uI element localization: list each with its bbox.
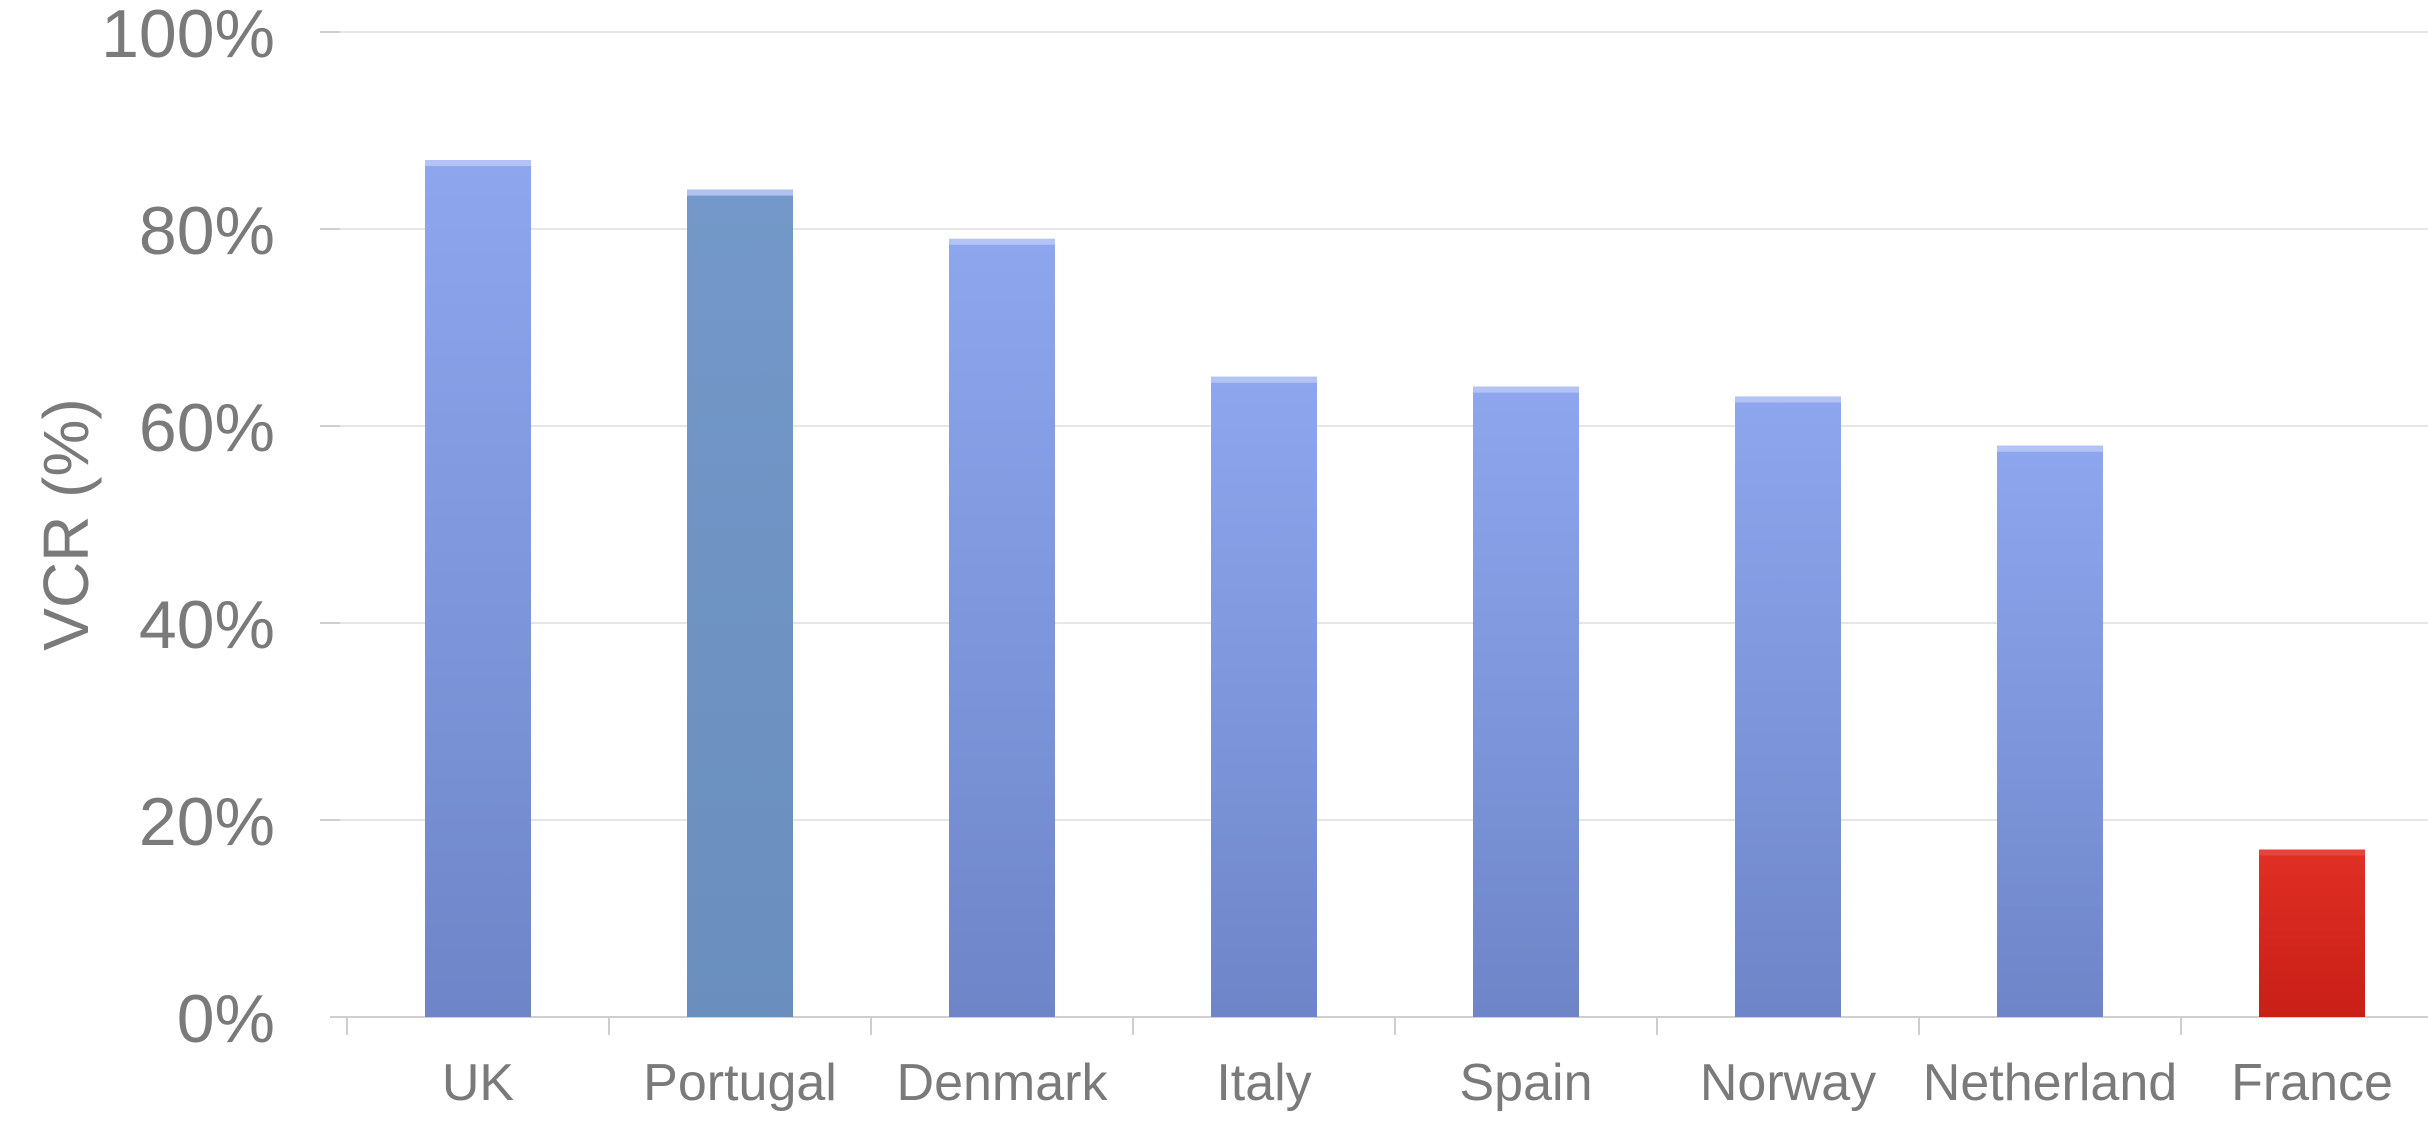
bar-portugal [687, 190, 793, 1017]
bar-top-highlight [1997, 446, 2103, 452]
bar-top-highlight [687, 190, 793, 196]
bar-top-highlight [949, 239, 1055, 245]
x-tick-label: France [2231, 1054, 2393, 1112]
y-tick-label: 60% [139, 390, 275, 466]
y-tick-label: 0% [177, 981, 275, 1057]
y-tick-label: 80% [139, 193, 275, 269]
bars [425, 160, 2365, 1017]
x-tick-label: UK [442, 1054, 515, 1112]
y-tick-label: 20% [139, 784, 275, 860]
x-tick-label: Italy [1216, 1054, 1311, 1112]
bar-netherland [1997, 446, 2103, 1017]
bar-top-highlight [1473, 387, 1579, 393]
bar-france [2259, 850, 2365, 1017]
y-tick-label: 40% [139, 587, 275, 663]
bar-top-highlight [2259, 850, 2365, 856]
bar-norway [1735, 396, 1841, 1017]
bar-uk [425, 160, 531, 1017]
bar-spain [1473, 387, 1579, 1017]
y-tick-label: 100% [101, 0, 275, 72]
bar-top-highlight [425, 160, 531, 166]
x-tick-label: Norway [1700, 1054, 1876, 1112]
x-tick-labels: UK Portugal Denmark Italy Spain Norway Netherl… [442, 1054, 2393, 1112]
axes [320, 32, 2428, 1035]
x-tick-label: Denmark [897, 1054, 1109, 1112]
y-axis-title: VCR (%) [30, 398, 102, 650]
bar-top-highlight [1735, 396, 1841, 402]
bar-denmark [949, 239, 1055, 1017]
x-tick-label: Netherland [1923, 1054, 2177, 1112]
x-tick-label: Portugal [643, 1054, 837, 1112]
y-tick-labels: 0% 20% 40% 60% 80% 100% [101, 0, 275, 1057]
bar-italy [1211, 377, 1317, 1017]
x-tick-label: Spain [1460, 1054, 1593, 1112]
gridlines [320, 32, 2428, 820]
bar-top-highlight [1211, 377, 1317, 383]
